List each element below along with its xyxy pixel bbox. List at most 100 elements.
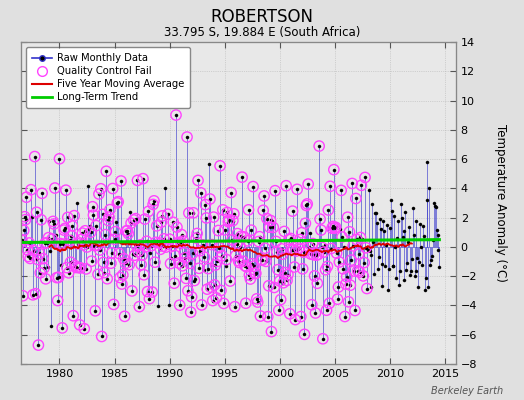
Point [141, 244, 150, 250]
Point [352, 195, 360, 202]
Point [24, 253, 32, 260]
Point [324, 207, 333, 213]
Point [110, 301, 118, 308]
Point [239, 258, 247, 264]
Point [169, 219, 178, 226]
Point [54, 274, 63, 280]
Point [289, 247, 298, 253]
Point [123, 228, 132, 234]
Point [318, 244, 326, 250]
Point [247, 227, 256, 233]
Point [105, 214, 113, 220]
Point [99, 211, 107, 218]
Y-axis label: Temperature Anomaly (°C): Temperature Anomaly (°C) [494, 124, 507, 282]
Point [250, 263, 258, 269]
Point [63, 214, 72, 221]
Point [273, 249, 281, 255]
Point [177, 239, 185, 245]
Point [188, 250, 196, 257]
Point [333, 296, 342, 302]
Point [223, 209, 232, 216]
Point [192, 235, 200, 241]
Point [319, 336, 327, 342]
Point [308, 302, 316, 308]
Point [107, 260, 115, 266]
Point [177, 231, 185, 238]
Point [117, 178, 125, 184]
Point [274, 266, 282, 273]
Point [196, 190, 205, 196]
Point [310, 273, 319, 279]
Point [49, 218, 57, 225]
Point [68, 223, 77, 229]
Point [81, 228, 90, 234]
Point [202, 215, 211, 221]
Point [90, 242, 99, 249]
Point [255, 238, 263, 245]
Point [41, 276, 50, 282]
Point [60, 227, 68, 233]
Point [102, 168, 111, 174]
Point [248, 260, 256, 267]
Point [119, 256, 128, 262]
Point [75, 322, 84, 328]
Point [86, 229, 95, 236]
Point [212, 295, 221, 301]
Point [235, 259, 244, 266]
Point [292, 248, 300, 254]
Point [349, 243, 357, 249]
Point [354, 268, 362, 274]
Point [70, 212, 79, 219]
Point [96, 247, 104, 253]
Point [241, 262, 249, 269]
Point [288, 208, 297, 214]
Point [224, 218, 233, 225]
Point [293, 186, 301, 192]
Point [42, 240, 51, 246]
Point [300, 331, 309, 338]
Point [296, 236, 304, 243]
Point [236, 244, 244, 250]
Point [139, 176, 147, 182]
Point [230, 210, 238, 217]
Point [140, 272, 148, 278]
Point [31, 290, 40, 297]
Point [95, 191, 103, 197]
Point [66, 237, 74, 244]
Point [343, 274, 351, 280]
Point [61, 225, 69, 232]
Point [298, 230, 306, 236]
Point [328, 225, 336, 231]
Point [111, 236, 119, 242]
Point [150, 198, 158, 204]
Point [30, 153, 39, 160]
Point [252, 270, 260, 276]
Point [144, 288, 152, 295]
Point [272, 238, 280, 245]
Point [332, 250, 341, 256]
Point [329, 223, 337, 230]
Point [27, 186, 35, 193]
Point [168, 243, 177, 249]
Point [118, 281, 126, 287]
Point [243, 264, 251, 270]
Point [279, 280, 288, 286]
Point [204, 265, 212, 272]
Point [59, 241, 68, 248]
Point [155, 240, 163, 246]
Point [297, 313, 305, 320]
Point [108, 185, 117, 192]
Point [332, 224, 340, 230]
Point [185, 260, 194, 266]
Point [285, 236, 293, 243]
Point [271, 188, 279, 194]
Point [203, 286, 211, 292]
Point [200, 254, 209, 260]
Point [255, 234, 264, 240]
Point [269, 224, 278, 231]
Point [83, 244, 91, 250]
Point [303, 201, 311, 207]
Point [136, 242, 145, 248]
Point [347, 257, 355, 263]
Point [30, 247, 38, 254]
